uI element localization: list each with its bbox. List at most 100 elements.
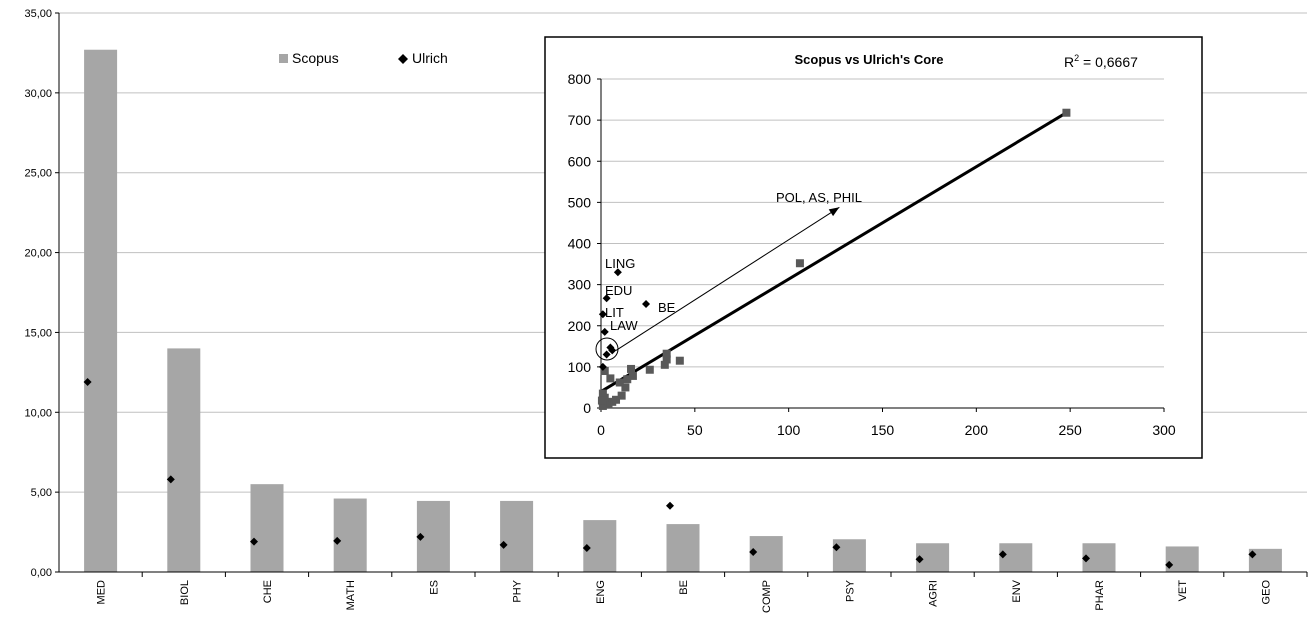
main-x-tick-label: PSY — [844, 579, 856, 602]
main-y-tick-labels: 0,00 5,00 10,00 15,00 20,00 25,00 30,00 35,00 — [24, 8, 52, 579]
main-x-tick-label: COMP — [761, 580, 773, 613]
inset-x-tick-label: 300 — [1152, 422, 1176, 438]
ulrich-point — [608, 346, 617, 355]
scopus-point — [617, 391, 626, 400]
scopus-point — [660, 360, 669, 369]
legend-ulrich-label: Ulrich — [412, 50, 448, 66]
ulrich-point — [598, 362, 607, 371]
main-y-tick-label: 15,00 — [24, 327, 52, 339]
main-x-tick-label: MATH — [345, 580, 357, 610]
main-ulrich-markers — [83, 377, 1257, 569]
main-x-tick-label: ENV — [1011, 579, 1023, 602]
ulrich-point — [600, 327, 609, 336]
scopus-point — [600, 366, 609, 375]
ulrich-marker — [915, 555, 924, 564]
main-y-tick-label: 0,00 — [31, 567, 52, 579]
r-squared-label: R2 = 0,6667 — [1064, 53, 1138, 70]
main-x-tick-label: ES — [428, 580, 440, 595]
inset-y-tick-label: 200 — [568, 318, 592, 334]
scopus-point — [621, 383, 630, 392]
main-x-tick-label: BIOL — [179, 580, 191, 605]
main-x-tick-label: CHE — [262, 580, 274, 603]
main-y-tick-label: 5,00 — [31, 487, 52, 499]
inset-y-tick-label: 800 — [568, 71, 592, 87]
ulrich-marker — [499, 540, 508, 549]
scopus-bar — [167, 348, 201, 572]
inset-x-tick-label: 0 — [597, 422, 605, 438]
arrow-head — [828, 207, 840, 217]
ulrich-point — [602, 294, 611, 303]
ulrich-marker — [250, 537, 258, 546]
scopus-point — [623, 375, 632, 384]
ulrich-marker — [83, 377, 92, 386]
scopus-point — [662, 355, 671, 364]
scopus-bar — [666, 524, 700, 572]
main-x-tick-label: PHY — [512, 579, 524, 602]
scopus-bar — [999, 543, 1033, 572]
scopus-bar — [832, 539, 866, 572]
ulrich-point — [642, 299, 651, 308]
inset-x-tick-label: 150 — [871, 422, 895, 438]
scopus-point — [675, 356, 684, 365]
main-x-tick-label: BE — [678, 580, 690, 595]
main-y-tick-label: 30,00 — [24, 88, 52, 100]
inset-y-tick-label: 700 — [568, 112, 592, 128]
scopus-point — [598, 401, 607, 410]
ulrich-marker — [1082, 554, 1090, 563]
main-y-tick-label: 35,00 — [24, 8, 52, 20]
ulrich-marker — [832, 543, 841, 552]
annotation-ling: LING — [605, 256, 635, 271]
ulrich-marker — [1165, 560, 1174, 569]
inset-y-tick-labels: 0 100 200 300 400 500 600 700 800 — [568, 71, 592, 416]
main-y-tick-label: 20,00 — [24, 248, 52, 260]
scopus-point — [627, 364, 636, 373]
ulrich-marker — [166, 475, 175, 484]
ulrich-marker — [416, 532, 425, 541]
inset-title: Scopus vs Ulrich's Core — [794, 52, 943, 67]
ulrich-marker — [666, 501, 674, 510]
inset-scopus-points — [597, 108, 1071, 410]
inset-y-tick-label: 600 — [568, 153, 592, 169]
inset-frame — [544, 36, 1203, 459]
ulrich-marker — [333, 536, 342, 545]
scopus-bar — [1248, 548, 1282, 572]
main-x-tick-labels: MED BIOL CHE MATH ES PHY ENG BE COMP PSY AGRI ENV PH… — [96, 572, 1308, 613]
main-x-tick-label: VET — [1177, 580, 1189, 602]
main-x-tick-label: GEO — [1260, 580, 1272, 605]
scopus-bar — [500, 500, 534, 572]
main-x-tick-label: ENG — [595, 580, 607, 604]
legend: Scopus Ulrich — [279, 50, 448, 66]
annotation-lit: LIT — [605, 305, 624, 320]
inset-y-tick-label: 300 — [568, 277, 592, 293]
inset-x-tick-label: 200 — [965, 422, 989, 438]
inset-y-tick-label: 400 — [568, 236, 592, 252]
inset-x-tick-labels: 0 50 100 150 200 250 300 — [597, 408, 1176, 438]
ulrich-marker — [582, 544, 591, 553]
legend-ulrich-icon — [398, 54, 408, 64]
main-bars — [84, 49, 1282, 572]
scopus-point — [1062, 108, 1071, 117]
inset-trendline — [600, 111, 1068, 393]
inset-y-tick-label: 0 — [583, 400, 591, 416]
scopus-point — [615, 378, 624, 387]
inset-x-tick-label: 250 — [1058, 422, 1082, 438]
main-x-tick-label: PHAR — [1094, 580, 1106, 611]
scopus-point — [597, 396, 606, 405]
scopus-point — [628, 371, 637, 380]
ulrich-point — [602, 350, 611, 359]
scopus-point — [606, 374, 615, 383]
annotation-law: LAW — [610, 318, 638, 333]
legend-scopus-label: Scopus — [292, 50, 339, 66]
annotation-pol-as-phil: POL, AS, PHIL — [776, 190, 862, 205]
annotation-edu: EDU — [605, 283, 632, 298]
scopus-bar — [333, 498, 367, 572]
scopus-point — [598, 389, 607, 398]
ulrich-marker — [1248, 550, 1257, 559]
ulrich-marker — [998, 550, 1007, 559]
scopus-bar — [84, 49, 118, 572]
inset-y-tick-label: 500 — [568, 194, 592, 210]
trendline — [600, 111, 1068, 393]
main-y-tick-label: 25,00 — [24, 168, 52, 180]
main-x-tick-label: MED — [96, 580, 108, 605]
